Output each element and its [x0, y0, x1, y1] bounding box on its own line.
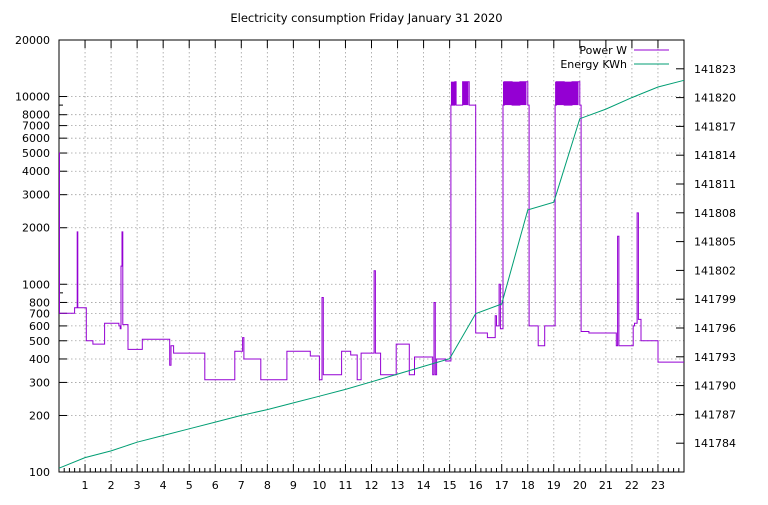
y2-tick-label: 141805	[694, 236, 736, 249]
y2-tick-label: 141787	[694, 408, 736, 421]
grid	[59, 40, 684, 472]
x-tick-label: 20	[573, 479, 587, 492]
chart-title: Electricity consumption Friday January 3…	[230, 11, 502, 25]
y2-tick-label: 141802	[694, 264, 736, 277]
y2-tick-label: 141790	[694, 380, 736, 393]
x-tick-label: 9	[290, 479, 297, 492]
y2-tick-label: 141823	[694, 63, 736, 76]
y-tick-label: 2000	[22, 222, 50, 235]
x-tick-label: 18	[521, 479, 535, 492]
y2-tick-label: 141817	[694, 120, 736, 133]
series-power-cycling-block	[462, 81, 469, 106]
y2-axis-ticks: 141784 141787 141790 141793 141796 141799 1418…	[676, 63, 736, 450]
y-tick-label: 20000	[15, 34, 50, 47]
series-power-cycling-block	[450, 81, 457, 106]
y-tick-label: 700	[29, 307, 50, 320]
x-tick-label: 16	[469, 479, 483, 492]
series-power-cycling-block	[555, 81, 579, 106]
y2-tick-label: 141793	[694, 351, 736, 364]
x-tick-label: 10	[312, 479, 326, 492]
x-axis-ticks: 1 2 3 4 5 6 7 8 9 10 11 12 13 14 15 16 17 18 19 20 21 22 23	[63, 40, 680, 492]
y-tick-label: 7000	[22, 120, 50, 133]
y-tick-label: 200	[29, 409, 50, 422]
x-tick-label: 2	[108, 479, 115, 492]
x-tick-label: 5	[186, 479, 193, 492]
legend: Power W Energy KWh	[560, 44, 669, 71]
x-tick-label: 7	[238, 479, 245, 492]
series-energy-line	[58, 79, 685, 469]
y-tick-label: 100	[29, 466, 50, 479]
series-power-cycling-block	[503, 81, 527, 106]
y-tick-label: 300	[29, 376, 50, 389]
legend-entry-power: Power W	[579, 44, 627, 57]
y-tick-label: 4000	[22, 165, 50, 178]
y2-tick-label: 141814	[694, 149, 736, 162]
x-tick-label: 15	[443, 479, 457, 492]
x-tick-label: 3	[134, 479, 141, 492]
y-tick-label: 5000	[22, 147, 50, 160]
y2-tick-label: 141784	[694, 437, 736, 450]
x-tick-label: 1	[82, 479, 89, 492]
y2-tick-label: 141811	[694, 178, 736, 191]
y-tick-label: 1000	[22, 278, 50, 291]
x-tick-label: 17	[495, 479, 509, 492]
y2-tick-label: 141796	[694, 322, 736, 335]
x-tick-label: 23	[651, 479, 665, 492]
y-tick-label: 6000	[22, 132, 50, 145]
y-tick-label: 400	[29, 353, 50, 366]
x-tick-label: 4	[160, 479, 167, 492]
x-tick-label: 6	[212, 479, 219, 492]
y-tick-label: 3000	[22, 189, 50, 202]
legend-entry-energy: Energy KWh	[560, 58, 627, 71]
y-tick-label: 800	[29, 296, 50, 309]
series-group	[58, 79, 685, 469]
y-tick-label: 500	[29, 335, 50, 348]
x-tick-label: 12	[365, 479, 379, 492]
x-tick-label: 14	[417, 479, 431, 492]
series-power-line	[59, 81, 684, 381]
x-tick-label: 22	[625, 479, 639, 492]
y2-tick-label: 141808	[694, 207, 736, 220]
x-tick-label: 13	[391, 479, 405, 492]
x-tick-label: 8	[264, 479, 271, 492]
y2-tick-label: 141820	[694, 92, 736, 105]
x-tick-label: 19	[547, 479, 561, 492]
y-tick-label: 8000	[22, 109, 50, 122]
x-tick-label: 21	[599, 479, 613, 492]
x-tick-label: 11	[338, 479, 352, 492]
y2-tick-label: 141799	[694, 293, 736, 306]
y-tick-label: 600	[29, 320, 50, 333]
y-tick-label: 10000	[15, 91, 50, 104]
